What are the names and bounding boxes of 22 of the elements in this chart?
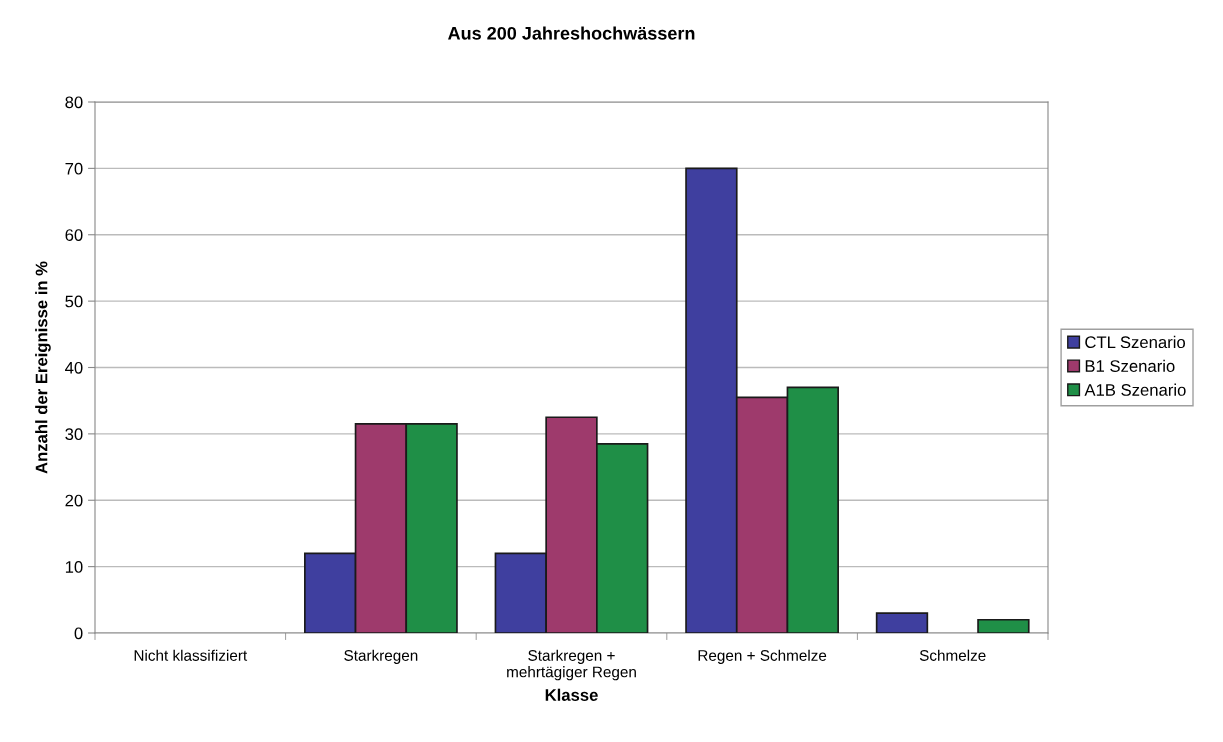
y-tick-label: 70 [65, 162, 83, 175]
y-tick-label: 10 [65, 561, 83, 573]
bar [875, 612, 929, 633]
y-tick-label: 20 [65, 494, 83, 507]
y-tick-label: 50 [65, 295, 83, 308]
chart-title: Aus 200 Jahreshochwässern [448, 26, 695, 40]
x-tick-label: Regen + Schmelze [698, 649, 827, 664]
x-tick-label: Nicht klassifiziert [134, 649, 248, 661]
y-tick-label: 80 [65, 96, 83, 109]
y-axis-title: Anzahl der Ereignisse in % [35, 261, 51, 474]
y-tick-label: 40 [65, 361, 83, 374]
x-tick-label: Starkregen [344, 649, 418, 664]
y-tick-label: 60 [65, 229, 83, 241]
legend-label: A1B Szenario [1084, 383, 1186, 396]
legend-label: B1 Szenario [1085, 359, 1175, 372]
y-tick-label: 30 [65, 428, 83, 441]
x-axis-title: Klasse [545, 688, 598, 701]
x-tick-label: Starkregen + mehrtägiger Regen [507, 649, 636, 681]
bar [977, 618, 1030, 633]
y-tick-label: 0 [74, 627, 83, 640]
x-tick-label: Schmelze [919, 649, 986, 661]
legend-label: CTL Szenario [1085, 335, 1185, 349]
